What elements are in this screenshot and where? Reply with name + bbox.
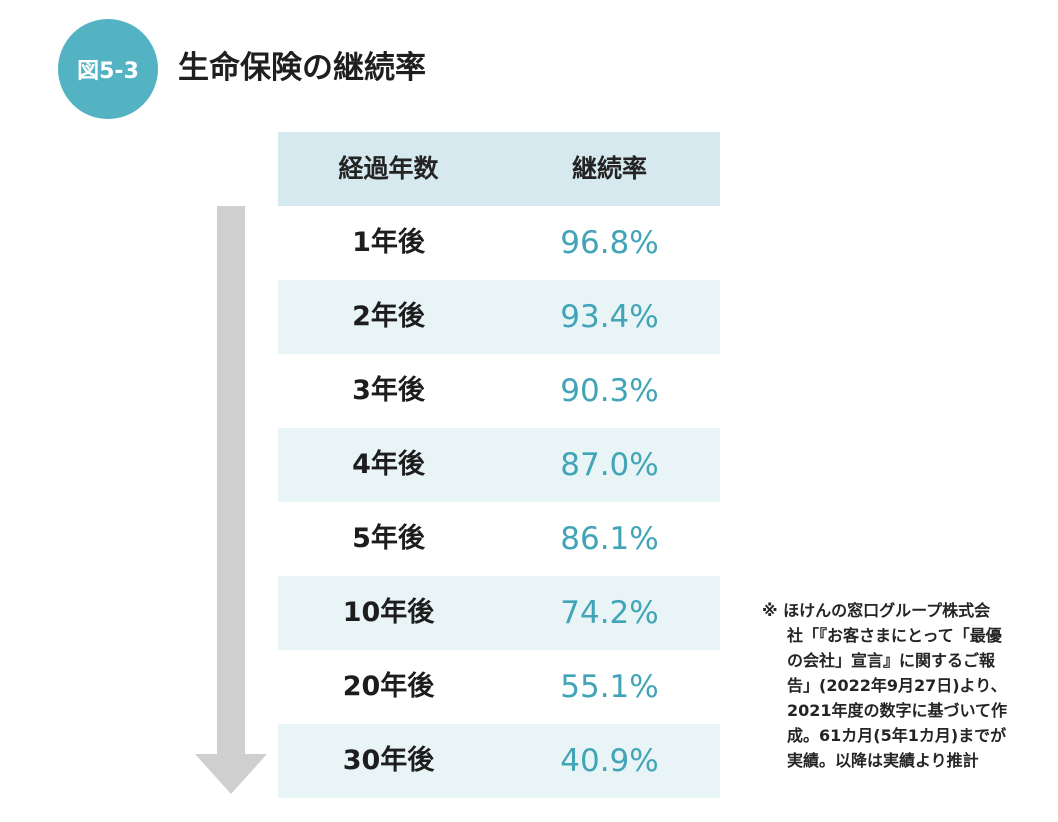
table-row-3-years: 3年後 90.3%	[278, 354, 720, 428]
years-elapsed-cell: 2年後	[352, 301, 425, 332]
table-row-10-years: 10年後 74.2%	[278, 576, 720, 650]
retention-rate-cell: 40.9%	[560, 743, 659, 779]
retention-rate-cell: 87.0%	[560, 447, 659, 483]
retention-rate-cell: 86.1%	[560, 521, 659, 557]
retention-rate-cell: 96.8%	[560, 225, 659, 261]
source-note-line: ※ ほけんの窓口グループ株式会	[762, 601, 991, 620]
retention-rate-cell: 55.1%	[560, 669, 659, 705]
retention-table: 経過年数 継続率 1年後 96.8% 2年後 93.4% 3年後 90.3% 4…	[278, 132, 720, 798]
source-note-line: 告」(2022年9月27日)より、	[787, 676, 1007, 695]
years-elapsed-cell: 4年後	[352, 449, 425, 480]
retention-rate-cell: 93.4%	[560, 299, 659, 335]
retention-rate-cell: 90.3%	[560, 373, 659, 409]
figure-number-badge: 図5-3	[58, 19, 158, 119]
table-row-30-years: 30年後 40.9%	[278, 724, 720, 798]
years-elapsed-cell: 1年後	[352, 227, 425, 258]
source-note-line: 2021年度の数字に基づいて作	[787, 701, 1008, 720]
table-row-20-years: 20年後 55.1%	[278, 650, 720, 724]
figure-title: 生命保険の継続率	[178, 50, 426, 86]
source-note-line: 実績。以降は実績より推計	[787, 751, 979, 770]
retention-rate-cell: 74.2%	[560, 595, 659, 631]
table-row-4-years: 4年後 87.0%	[278, 428, 720, 502]
header-years-elapsed: 経過年数	[338, 154, 439, 183]
source-note: ※ ほけんの窓口グループ株式会 社「『お客さまにとって「最優 の会社」宣言』に関…	[762, 598, 1042, 773]
source-note-line: 社「『お客さまにとって「最優	[787, 626, 1002, 645]
arrow-head	[195, 754, 267, 794]
years-elapsed-cell: 20年後	[342, 671, 435, 702]
source-note-line: の会社」宣言』に関するご報	[787, 651, 996, 670]
years-elapsed-cell: 30年後	[342, 745, 435, 776]
arrow-shaft	[217, 206, 245, 758]
table-row-1-year: 1年後 96.8%	[278, 206, 720, 280]
years-elapsed-cell: 10年後	[342, 597, 435, 628]
down-arrow-icon	[195, 206, 267, 794]
table-row-5-years: 5年後 86.1%	[278, 502, 720, 576]
years-elapsed-cell: 5年後	[352, 523, 425, 554]
years-elapsed-cell: 3年後	[352, 375, 425, 406]
table-row-2-years: 2年後 93.4%	[278, 280, 720, 354]
source-note-line: 成。61カ月(5年1カ月)までが	[787, 726, 1007, 745]
table-header: 経過年数 継続率	[278, 132, 720, 206]
header-retention-rate: 継続率	[571, 154, 647, 183]
